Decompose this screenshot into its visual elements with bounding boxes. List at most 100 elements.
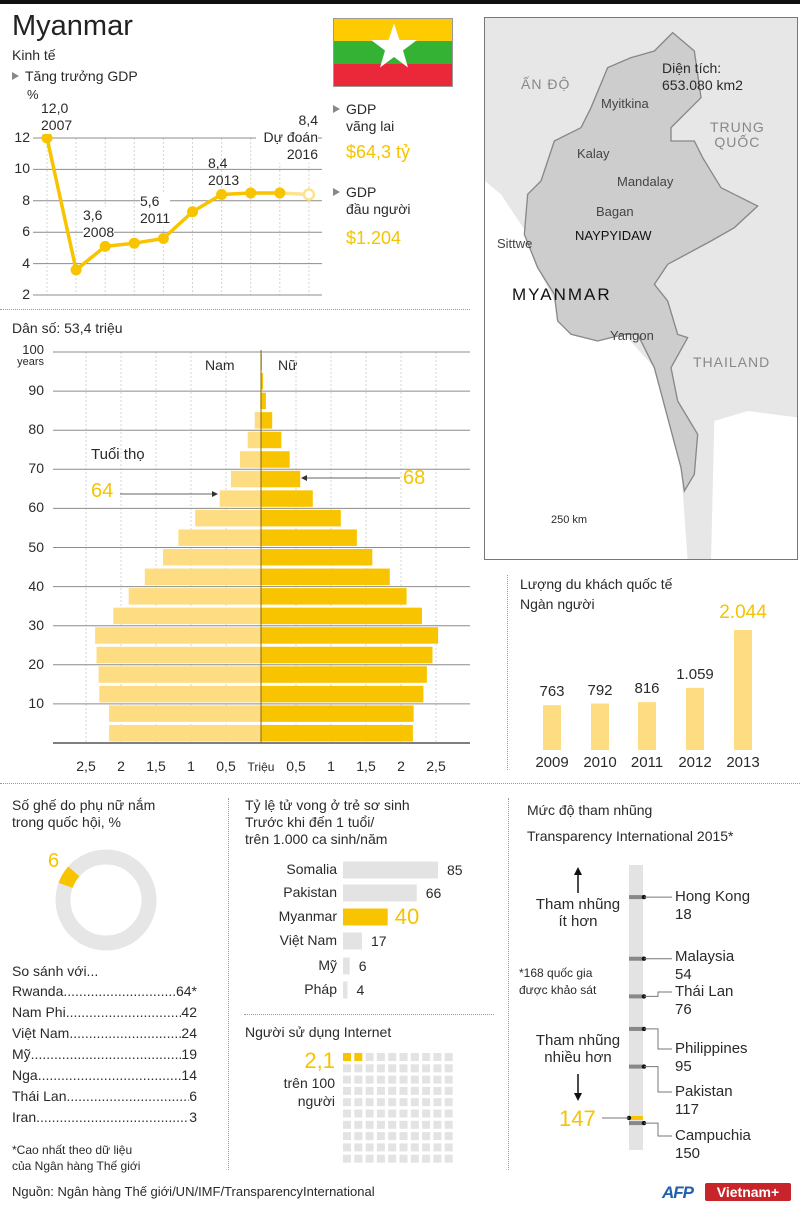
pyramid-bar-female [261, 568, 390, 586]
waffle-cell [433, 1075, 442, 1084]
rank-country-label: Philippines [675, 1040, 748, 1057]
pyramid-bar-male [128, 588, 261, 605]
rank-leader-line [644, 1028, 672, 1050]
waffle-cell [399, 1132, 408, 1141]
waffle-cell [376, 1120, 385, 1129]
flag-stripe-red [334, 63, 452, 86]
compare-row: Thái Lan 6 [12, 1086, 197, 1106]
gdp-point-2015 [274, 187, 286, 199]
pyramid-bar-male [163, 549, 261, 566]
internet-value: 2,1 [304, 1048, 335, 1073]
compare-row: Nga 14 [12, 1065, 197, 1085]
pyramid-xtick-label: 2,5 [76, 758, 96, 774]
page-title: Myanmar [12, 10, 133, 42]
pyramid-bar-female [261, 509, 341, 527]
pyramid-bar-male [96, 646, 261, 664]
dot-leader [66, 1002, 182, 1022]
waffle-cell [388, 1132, 397, 1141]
pyramid-ytick-label: 40 [28, 577, 44, 594]
infant-country-label: Việt Nam [279, 932, 337, 948]
pyramid-xtick-label: 1 [327, 758, 335, 774]
divider [244, 1014, 494, 1015]
tourist-bar-2009 [543, 705, 561, 750]
population-label: Dân số: 53,4 triệu [12, 320, 123, 336]
gdp-line-segment [74, 244, 107, 272]
waffle-cell [388, 1154, 397, 1163]
waffle-cell [365, 1154, 374, 1163]
divider [228, 798, 229, 1170]
waffle-cell [365, 1132, 374, 1141]
myanmar-rank-marker [629, 1115, 643, 1120]
waffle-cell [410, 1098, 419, 1107]
gulf-of-thailand [711, 411, 797, 559]
gdp-ytick-label: 2 [22, 286, 30, 302]
tourist-bar-2011 [638, 702, 656, 750]
donut-track [55, 849, 157, 951]
star-icon [371, 23, 417, 68]
tourist-year-label: 2011 [630, 754, 664, 771]
waffle-cell [376, 1132, 385, 1141]
women-title: Số ghế do phụ nữ nắm trong quốc hội, % [12, 797, 156, 830]
waffle-cell [343, 1098, 351, 1107]
pyramid-bar-male [240, 451, 261, 468]
infant-country-label: Mỹ [318, 957, 337, 973]
waffle-cell [388, 1086, 397, 1095]
compare-value: 42 [181, 1004, 197, 1020]
waffle-cell [376, 1075, 385, 1084]
pyramid-bar-female [261, 685, 424, 703]
waffle-cell [433, 1053, 442, 1061]
gdp-point-2016 [302, 188, 316, 201]
city-sittwe: Sittwe [497, 236, 533, 251]
waffle-cell [343, 1053, 351, 1061]
waffle-cell [422, 1053, 431, 1061]
waffle-cell [444, 1143, 453, 1152]
gdp-point-2014 [245, 187, 257, 199]
pyramid-bar-female [261, 666, 427, 683]
tourist-year-label: 2012 [678, 754, 712, 771]
waffle-cell [422, 1132, 431, 1141]
compare-value: 14 [181, 1067, 197, 1083]
rank-value-label: 117 [675, 1101, 699, 1118]
waffle-cell [410, 1132, 419, 1141]
compare-row: Việt Nam 24 [12, 1023, 197, 1043]
waffle-cell [376, 1143, 385, 1152]
triangle-icon [333, 105, 340, 113]
pyramid-ytick-label: 80 [28, 421, 44, 438]
city-mandalay: Mandalay [617, 174, 674, 189]
waffle-cell [365, 1064, 374, 1073]
pyramid-bar-male [109, 724, 261, 742]
gdp-annot-2013: 8,4 2013 [208, 155, 240, 188]
pyramid-bar-female [261, 705, 414, 722]
gdp-chart-title: Tăng trưởng GDP [12, 68, 138, 84]
compare-row: Mỹ 19 [12, 1044, 197, 1064]
waffle-cell [410, 1143, 419, 1152]
pyramid-ytick-label: 20 [28, 655, 44, 672]
infant-value-label: 6 [358, 958, 367, 974]
pyramid-ytick-label: 70 [28, 460, 44, 477]
waffle-cell [365, 1109, 374, 1118]
waffle-cell [343, 1132, 351, 1141]
gdp-line-segment [190, 192, 224, 214]
waffle-cell [388, 1064, 397, 1073]
gdp-point-2010 [128, 237, 140, 249]
waffle-cell [422, 1120, 431, 1129]
pyramid-xtick-label: 0,5 [286, 758, 306, 774]
infant-title: Tỷ lệ tử vong ở trẻ sơ sinh Trước khi đến… [245, 797, 410, 847]
waffle-cell [354, 1053, 363, 1061]
rank-value-label: 18 [675, 906, 692, 923]
rank-marker [629, 1121, 643, 1126]
infant-bar-3 [343, 932, 362, 950]
infant-bar-2 [343, 908, 388, 926]
waffle-cell [399, 1075, 408, 1084]
tourist-value-label: 763 [539, 683, 565, 701]
arrow-up-icon-head [574, 867, 582, 875]
gdp-current-label: GDP vãng lai [333, 101, 394, 135]
compare-country: Rwanda [12, 983, 64, 999]
rank-marker [629, 895, 643, 900]
pyramid-bar-male [144, 568, 261, 586]
myanmar-rank: 147 [559, 1106, 596, 1131]
rank-country-label: Pakistan [675, 1083, 733, 1100]
waffle-cell [376, 1053, 385, 1061]
waffle-cell [343, 1086, 351, 1095]
waffle-cell [444, 1132, 453, 1141]
